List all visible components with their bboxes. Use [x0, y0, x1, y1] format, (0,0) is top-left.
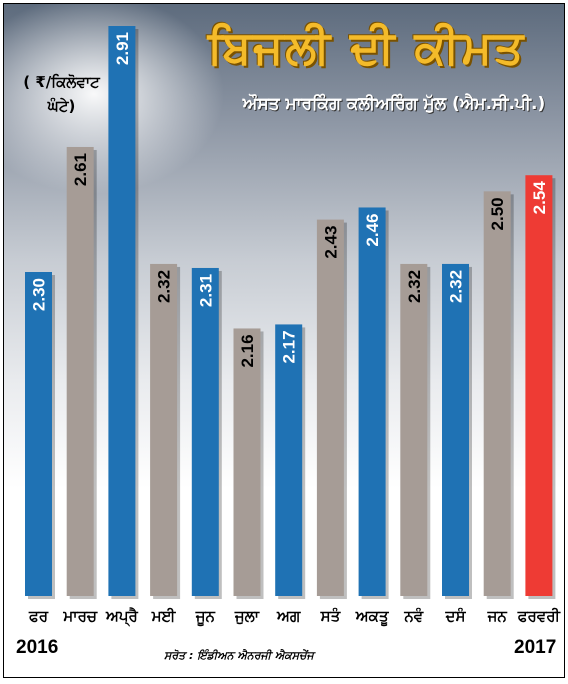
bar-group: 2.16 ਜੁਲਾ: [233, 328, 264, 625]
category-label: ਮਈ: [151, 607, 177, 625]
bar-group: 2.32 ਦਸੰ: [442, 263, 472, 625]
chart-title: ਬਿਜਲੀ ਦੀ ਕੀਮਤ: [207, 20, 526, 74]
value-label: 2.61: [71, 153, 90, 186]
value-label: 2.32: [155, 270, 174, 303]
bar-group: 2.31 ਜੂਨ: [191, 267, 222, 626]
bar: [66, 146, 94, 596]
bar-group: 2.30 ਫਰ: [25, 272, 55, 625]
value-label: 2.43: [321, 226, 340, 259]
value-label: 2.17: [280, 330, 299, 363]
value-label: 2.50: [488, 197, 507, 230]
bar: [25, 272, 52, 596]
bar-group: 2.50 ਜਨ: [483, 191, 514, 625]
category-label: ਅਕਤੂ: [355, 607, 390, 626]
value-label: 2.31: [196, 274, 215, 307]
value-label: 2.91: [113, 32, 132, 65]
category-label: ਮਾਰਚ: [62, 607, 97, 625]
value-label: 2.32: [447, 270, 466, 303]
category-label: ਜੂਨ: [195, 607, 216, 626]
category-label: ਦਸੰ: [445, 606, 467, 625]
bar-group: 2.43 ਸਤੰ: [316, 219, 347, 625]
category-label: ਜੁਲਾ: [234, 607, 260, 625]
bar-group: 2.91 ਅਪ੍ਰੈ: [105, 26, 139, 628]
category-label: ਫਰਵਰੀ: [517, 607, 562, 625]
bar: [442, 263, 469, 596]
start-year: 2016: [16, 637, 59, 658]
bar-group: 2.32 ਮਈ: [150, 263, 181, 625]
bar-group: 2.17 ਅਗ: [275, 324, 306, 625]
bar: [483, 191, 511, 596]
bar-group: 2.46 ਅਕਤੂ: [355, 207, 390, 626]
bar-chart: 2.30 ਫਰ 2.61 ਮਾਰਚ 2.91 ਅਪ੍ਰੈ 2.32 ਮਈ 2.31 ਜੂਨ 2.16…: [25, 26, 562, 628]
category-label: ਨਵੰ: [403, 606, 423, 625]
source-note: ਸਰੋਤ : ਇੰਡੀਅਨ ਐਨਰਜੀ ਐਕਸਚੇਂਜ: [164, 649, 314, 662]
bar: [358, 207, 386, 596]
bar-group: 2.54 ਫਰਵਰੀ: [517, 175, 562, 625]
bar: [191, 267, 219, 596]
category-label: ਅਪ੍ਰੈ: [105, 607, 139, 628]
bar-group: 2.61 ਮਾਰਚ: [62, 146, 98, 625]
bar: [400, 263, 428, 596]
category-label: ਜਨ: [487, 607, 508, 625]
category-label: ਅਗ: [276, 607, 301, 625]
bar: [525, 175, 553, 596]
bar: [275, 324, 303, 596]
value-label: 2.32: [405, 270, 424, 303]
bar-group: 2.32 ਨਵੰ: [400, 263, 431, 625]
bar: [316, 219, 344, 596]
unit-label: ( ₹/ਕਿਲੋਵਾਟ ਘੰਟੇ): [23, 73, 100, 115]
value-label: 2.54: [530, 181, 549, 215]
value-label: 2.16: [238, 334, 257, 367]
category-label: ਫਰ: [28, 607, 49, 625]
bar: [233, 328, 261, 596]
chart-subtitle: ਔਸਤ ਮਾਰਕਿੰਗ ਕਲੀਅਰਿੰਗ ਮੁੱਲ (ਐਮ.ਸੀ.ਪੀ.): [242, 94, 546, 114]
value-label: 2.30: [30, 278, 49, 311]
end-year: 2017: [514, 637, 557, 658]
bar: [108, 26, 136, 596]
chart-frame: ਬਿਜਲੀ ਦੀ ਕੀਮਤ ਔਸਤ ਮਾਰਕਿੰਗ ਕਲੀਅਰਿੰਗ ਮੁੱਲ …: [3, 3, 565, 678]
value-label: 2.46: [363, 213, 382, 246]
category-label: ਸਤੰ: [320, 606, 342, 625]
bar: [150, 263, 178, 596]
